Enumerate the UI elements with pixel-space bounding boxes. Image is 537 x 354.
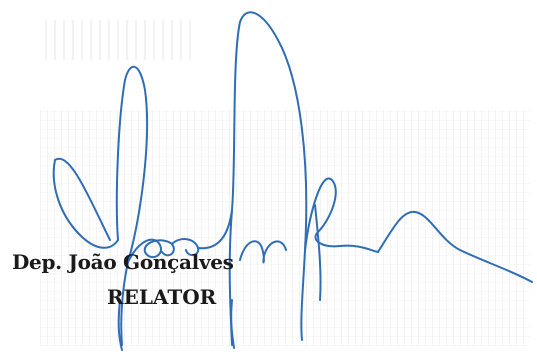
signer-name: Dep. João Gonçalves — [12, 250, 234, 274]
signer-name-text: Dep. João Gonçalves — [12, 250, 234, 274]
scan-texture-top — [45, 20, 195, 60]
signer-role: RELATOR — [107, 285, 217, 309]
